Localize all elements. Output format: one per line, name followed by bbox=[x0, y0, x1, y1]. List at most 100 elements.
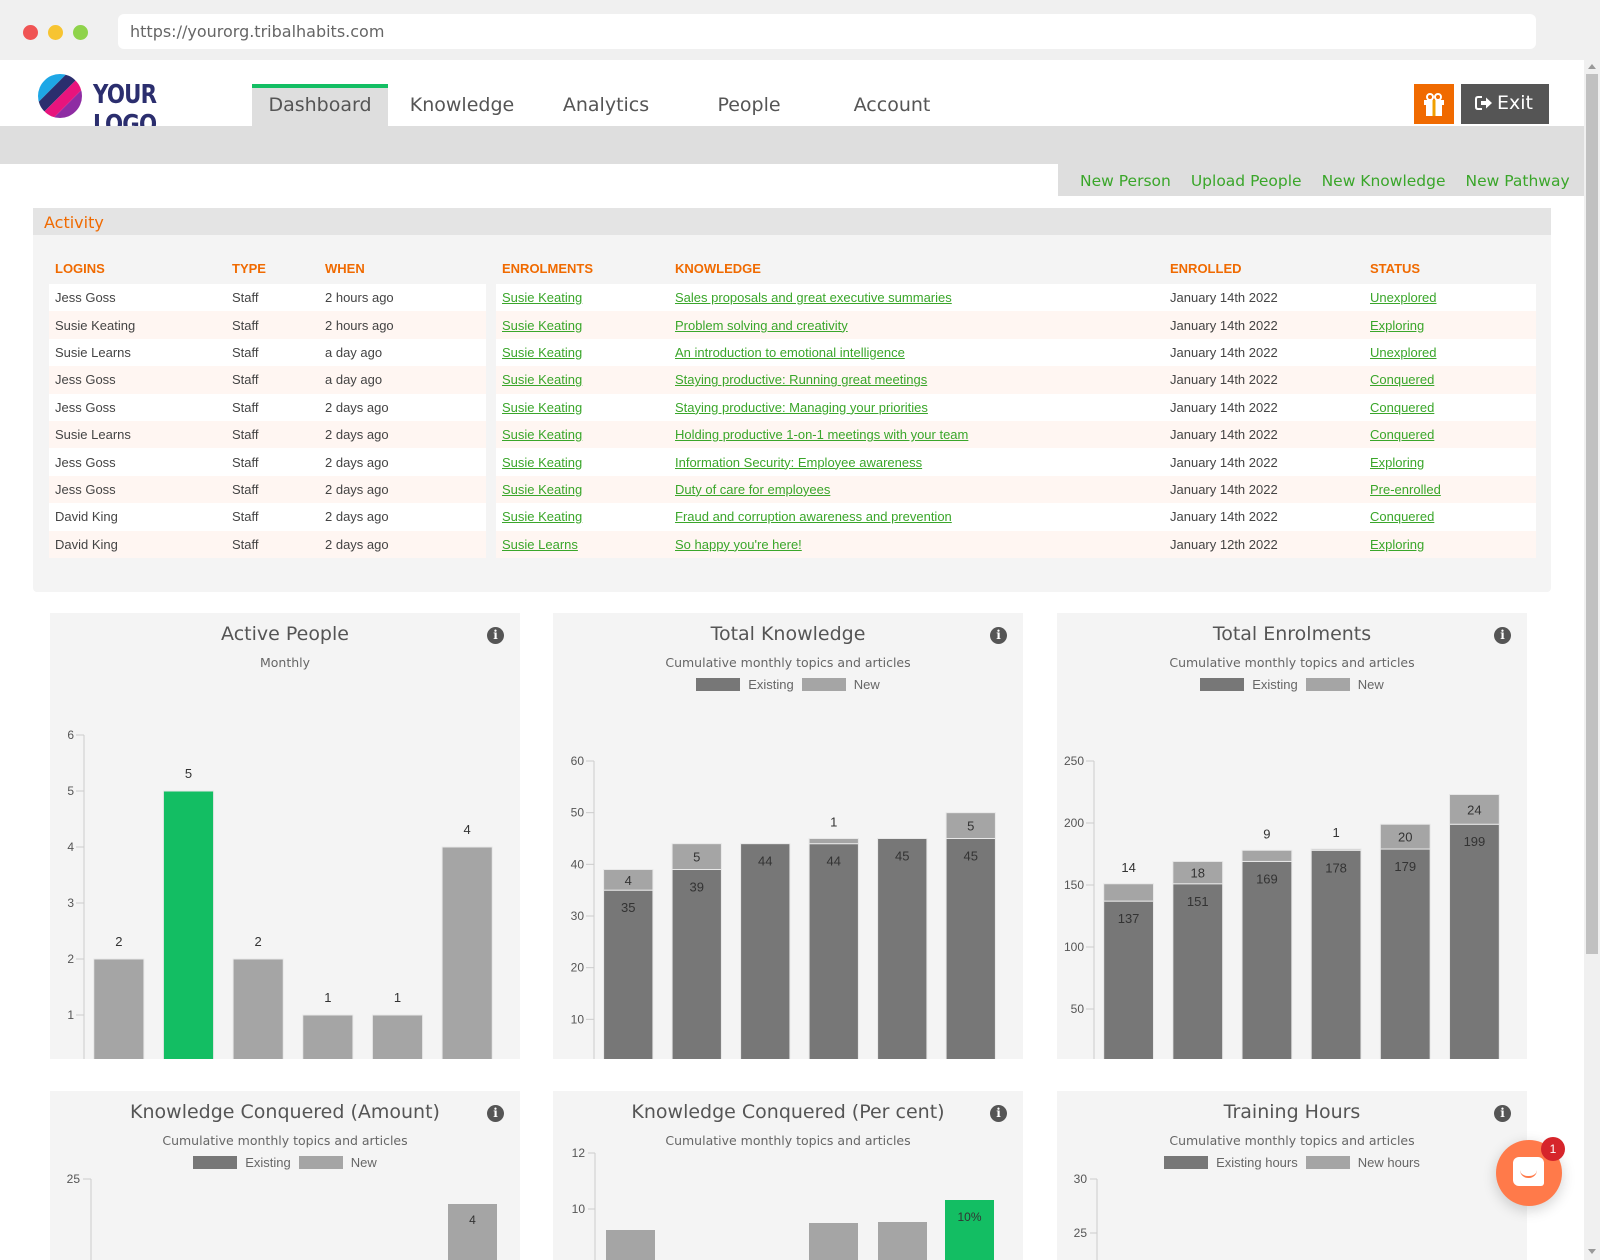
bar-existing-sep[interactable] bbox=[671, 869, 722, 1060]
window-minimize-button[interactable] bbox=[48, 25, 63, 40]
status-link[interactable]: Exploring bbox=[1370, 454, 1425, 470]
bar-existing-dec[interactable] bbox=[1379, 848, 1431, 1059]
legend-item-existing[interactable]: Existing bbox=[193, 1155, 291, 1170]
browser-chrome: https://yourorg.tribalhabits.com bbox=[0, 0, 1600, 60]
bar-jan[interactable] bbox=[441, 846, 493, 1059]
status-link[interactable]: Conquered bbox=[1370, 372, 1435, 388]
bar-new-nov[interactable] bbox=[808, 838, 859, 845]
bar-new-aug[interactable] bbox=[603, 869, 654, 891]
knowledge-link[interactable]: Staying productive: Running great meetin… bbox=[675, 372, 928, 388]
bar-dec[interactable] bbox=[878, 1222, 927, 1260]
scroll-down-arrow-icon[interactable] bbox=[1588, 1249, 1596, 1254]
knowledge-link[interactable]: Fraud and corruption awareness and preve… bbox=[675, 509, 952, 525]
bar-existing-jan[interactable] bbox=[1449, 823, 1500, 1059]
legend-item-existing[interactable]: Existing bbox=[1200, 677, 1298, 692]
status-link[interactable]: Pre-enrolled bbox=[1370, 481, 1441, 497]
nav-tab-account[interactable]: Account bbox=[853, 94, 931, 116]
bar-existing-dec[interactable] bbox=[877, 838, 928, 1060]
nav-tab-knowledge[interactable]: Knowledge bbox=[409, 94, 515, 116]
bar-new-jan[interactable] bbox=[448, 1204, 497, 1260]
bar-new-sep[interactable] bbox=[671, 843, 722, 871]
enrolment-person-link[interactable]: Susie Keating bbox=[502, 290, 583, 306]
new-person-link[interactable]: New Person bbox=[1080, 172, 1171, 190]
knowledge-link[interactable]: Information Security: Employee awareness bbox=[675, 454, 923, 470]
scroll-thumb[interactable] bbox=[1586, 74, 1598, 954]
nav-tab-people[interactable]: People bbox=[717, 94, 781, 116]
bar-aug[interactable] bbox=[606, 1230, 655, 1260]
enrolment-person-link[interactable]: Susie Keating bbox=[502, 481, 583, 497]
knowledge-link[interactable]: Staying productive: Managing your priori… bbox=[675, 399, 928, 415]
status-link[interactable]: Conquered bbox=[1370, 427, 1435, 443]
gift-button[interactable] bbox=[1414, 84, 1454, 124]
vertical-scrollbar[interactable] bbox=[1584, 60, 1600, 1260]
knowledge-link[interactable]: Duty of care for employees bbox=[675, 481, 831, 497]
bar-oct[interactable] bbox=[232, 958, 284, 1059]
legend-item-new[interactable]: New bbox=[298, 1155, 377, 1170]
nav-tab-analytics[interactable]: Analytics bbox=[562, 94, 650, 116]
scroll-up-arrow-icon[interactable] bbox=[1588, 64, 1596, 69]
info-icon[interactable]: i bbox=[990, 1105, 1007, 1122]
bar-existing-aug[interactable] bbox=[1103, 900, 1154, 1059]
window-close-button[interactable] bbox=[23, 25, 38, 40]
enrolment-person-link[interactable]: Susie Keating bbox=[502, 317, 583, 333]
info-icon[interactable]: i bbox=[1494, 1105, 1511, 1122]
info-icon[interactable]: i bbox=[1494, 627, 1511, 644]
legend-item-new-hours[interactable]: New hours bbox=[1305, 1155, 1420, 1170]
bar-existing-jan[interactable] bbox=[945, 838, 996, 1060]
bar-nov[interactable] bbox=[302, 1014, 354, 1059]
info-icon[interactable]: i bbox=[487, 1105, 504, 1122]
new-pathway-link[interactable]: New Pathway bbox=[1465, 172, 1570, 190]
exit-button[interactable]: Exit bbox=[1461, 84, 1549, 124]
status-link[interactable]: Exploring bbox=[1370, 536, 1425, 552]
bar-existing-aug[interactable] bbox=[603, 889, 654, 1059]
knowledge-link[interactable]: Problem solving and creativity bbox=[675, 317, 848, 333]
bar-new-aug[interactable] bbox=[1103, 883, 1154, 902]
bar-new-jan[interactable] bbox=[1449, 793, 1500, 825]
bar-existing-sep[interactable] bbox=[1172, 883, 1224, 1059]
bar-dec[interactable] bbox=[371, 1014, 424, 1059]
knowledge-link[interactable]: Holding productive 1-on-1 meetings with … bbox=[675, 427, 969, 443]
bar-existing-oct[interactable] bbox=[740, 843, 791, 1059]
bar-new-nov[interactable] bbox=[1310, 848, 1362, 851]
logo[interactable]: YOUR LOGO bbox=[28, 64, 218, 140]
bar-existing-oct[interactable] bbox=[1241, 860, 1293, 1059]
enrolment-person-link[interactable]: Susie Keating bbox=[502, 399, 583, 415]
address-bar[interactable]: https://yourorg.tribalhabits.com bbox=[118, 14, 1536, 49]
knowledge-link[interactable]: Sales proposals and great executive summ… bbox=[675, 290, 952, 306]
bar-aug[interactable] bbox=[93, 958, 145, 1059]
status-link[interactable]: Conquered bbox=[1370, 399, 1435, 415]
bar-sep[interactable] bbox=[162, 790, 215, 1059]
legend-item-new[interactable]: New bbox=[1305, 677, 1384, 692]
status-link[interactable]: Exploring bbox=[1370, 317, 1425, 333]
status-link[interactable]: Unexplored bbox=[1370, 344, 1437, 360]
bar-new-jan[interactable] bbox=[945, 812, 996, 840]
bar-jan-highlight[interactable] bbox=[945, 1200, 994, 1260]
enrolment-person-link[interactable]: Susie Keating bbox=[502, 344, 583, 360]
bar-new-dec[interactable] bbox=[1379, 823, 1431, 850]
new-knowledge-link[interactable]: New Knowledge bbox=[1321, 172, 1446, 190]
info-icon[interactable]: i bbox=[487, 627, 504, 644]
nav-tab-dashboard[interactable]: Dashboard bbox=[252, 84, 388, 126]
bar-existing-nov[interactable] bbox=[808, 843, 859, 1059]
status-link[interactable]: Unexplored bbox=[1370, 290, 1437, 306]
status-link[interactable]: Conquered bbox=[1370, 509, 1435, 525]
bar-new-label: 18 bbox=[1191, 866, 1205, 881]
enrolment-person-link[interactable]: Susie Keating bbox=[502, 454, 583, 470]
enrolment-person-link[interactable]: Susie Keating bbox=[502, 427, 583, 443]
window-maximize-button[interactable] bbox=[73, 25, 88, 40]
enrolment-person-link[interactable]: Susie Keating bbox=[502, 372, 583, 388]
bar-nov[interactable] bbox=[809, 1223, 858, 1260]
bar-new-oct[interactable] bbox=[1241, 849, 1293, 862]
knowledge-link[interactable]: So happy you're here! bbox=[675, 536, 802, 552]
chat-icon bbox=[1513, 1157, 1544, 1186]
upload-people-link[interactable]: Upload People bbox=[1190, 172, 1302, 190]
enrolment-person-link[interactable]: Susie Keating bbox=[502, 509, 583, 525]
legend-item-existing[interactable]: Existing bbox=[696, 677, 794, 692]
legend-item-new[interactable]: New bbox=[801, 677, 880, 692]
knowledge-link[interactable]: An introduction to emotional intelligenc… bbox=[675, 344, 905, 360]
legend-item-existing-hours[interactable]: Existing hours bbox=[1164, 1155, 1298, 1170]
bar-existing-nov[interactable] bbox=[1310, 849, 1362, 1059]
bar-new-sep[interactable] bbox=[1172, 860, 1224, 885]
info-icon[interactable]: i bbox=[990, 627, 1007, 644]
enrolment-person-link[interactable]: Susie Learns bbox=[502, 536, 578, 552]
